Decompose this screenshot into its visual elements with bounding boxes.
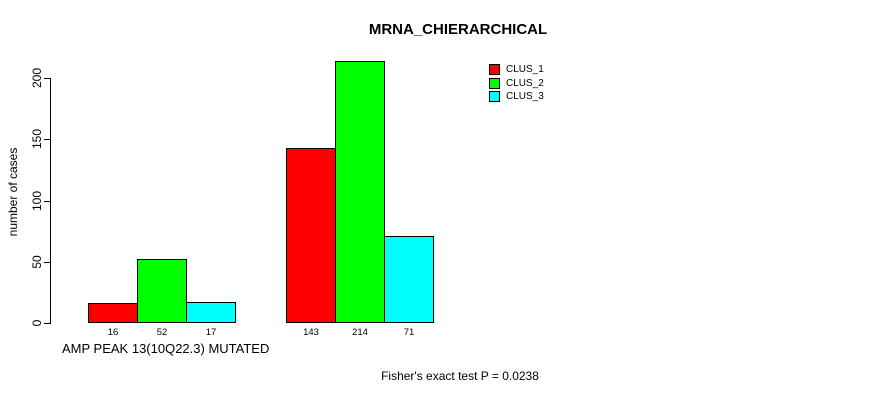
y-tick-label: 0 <box>30 319 44 327</box>
x-axis-label: AMP PEAK 13(10Q22.3) MUTATED <box>62 341 270 356</box>
legend-label: CLUS_1 <box>506 64 544 75</box>
chart-title: MRNA_CHIERARCHICAL <box>368 21 548 38</box>
bar-value-label: 214 <box>352 327 368 338</box>
bar-value-label: 52 <box>156 327 168 338</box>
legend-label: CLUS_3 <box>506 91 544 102</box>
legend: CLUS_1 CLUS_2 CLUS_3 <box>489 63 544 104</box>
legend-item-clus_2: CLUS_2 <box>489 77 544 90</box>
y-tick-mark <box>44 139 51 140</box>
legend-label: CLUS_2 <box>506 77 544 89</box>
y-tick-mark <box>44 323 51 324</box>
legend-item-clus_3: CLUS_3 <box>489 90 544 103</box>
legend-color-swatch <box>489 91 500 102</box>
bar-clus_1-group2 <box>286 148 336 323</box>
bar-clus_3-group2 <box>384 236 434 323</box>
y-tick-label: 150 <box>30 128 44 150</box>
fisher-test-annotation: Fisher's exact test P = 0.0238 <box>381 369 539 383</box>
y-tick-mark <box>44 262 51 263</box>
y-axis-label: number of cases <box>6 147 20 237</box>
bar-clus_2-group2 <box>335 61 385 323</box>
y-tick-mark <box>44 78 51 79</box>
y-tick-label: 50 <box>30 255 44 269</box>
legend-color-swatch <box>489 64 500 75</box>
y-tick-mark <box>44 201 51 202</box>
y-tick-label: 100 <box>30 190 44 212</box>
bar-clus_2-group1 <box>137 259 187 323</box>
bar-value-label: 17 <box>205 327 217 338</box>
bar-clus_3-group1 <box>186 302 236 323</box>
bar-clus_1-group1 <box>88 303 138 323</box>
bar-value-label: 71 <box>403 327 415 338</box>
legend-item-clus_1: CLUS_1 <box>489 63 544 76</box>
bar-value-label: 143 <box>303 327 319 338</box>
legend-color-swatch <box>489 77 500 89</box>
bar-value-label: 16 <box>107 327 119 338</box>
y-tick-label: 200 <box>30 67 44 89</box>
